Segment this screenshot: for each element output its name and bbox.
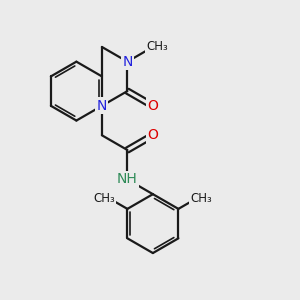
Text: CH₃: CH₃ [93, 192, 115, 205]
Text: CH₃: CH₃ [146, 40, 168, 53]
Text: N: N [122, 55, 133, 69]
Text: NH: NH [117, 172, 138, 186]
Text: CH₃: CH₃ [191, 192, 212, 205]
Text: N: N [97, 99, 107, 113]
Text: O: O [148, 128, 158, 142]
Text: O: O [148, 99, 158, 113]
